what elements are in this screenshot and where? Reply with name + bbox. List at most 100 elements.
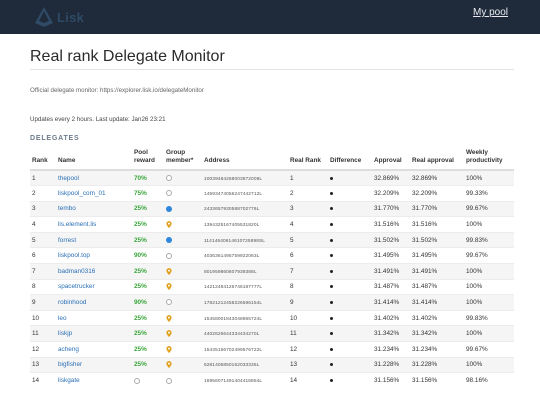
real-approval-cell: 31.487% [410, 278, 464, 295]
no-change-dot-icon [330, 285, 333, 289]
delegate-name-link-text[interactable]: badman0316 [58, 267, 96, 275]
weekly-productivity-cell-text: 100% [466, 299, 483, 307]
delegate-name-link-text[interactable]: liskjp [58, 330, 73, 338]
delegate-name-link-text[interactable]: liskgate [58, 377, 80, 385]
delegate-name-link[interactable]: tembo [56, 200, 132, 217]
address-cell: 14212484126746187777L [202, 278, 288, 295]
pool-reward-cell-text: 25% [134, 314, 147, 322]
group-member-cell [164, 169, 202, 186]
header-name[interactable]: Name [56, 149, 132, 171]
address-cell: 2433657930588702776L [202, 200, 288, 217]
delegate-name-link-text[interactable]: acheng [58, 345, 79, 353]
rank-cell-text: 3 [32, 205, 36, 213]
pool-reward-cell: 25% [132, 231, 164, 248]
delegate-name-link-text[interactable]: lis.element.lis [58, 221, 97, 229]
address-cell-text: 4402625644334434270L [204, 332, 260, 338]
delegate-name-link[interactable]: forrest [56, 231, 132, 248]
group-member-cell [164, 185, 202, 202]
real-approval-cell-text: 31.516% [412, 221, 438, 229]
real-rank-cell: 2 [288, 185, 328, 202]
pool-reward-cell: 25% [132, 356, 164, 373]
my-pool-link[interactable]: My pool [472, 7, 508, 18]
delegate-name-link-text[interactable]: forrest [58, 236, 77, 244]
approval-cell-text: 31.342% [374, 330, 400, 338]
pool-reward-cell-text: 25% [134, 236, 147, 244]
member-dot-icon [166, 236, 172, 243]
delegate-name-link[interactable]: liskgate [56, 372, 132, 389]
header-group-member[interactable]: Group member* [164, 149, 202, 171]
member-dot-icon [166, 205, 172, 212]
approval-cell: 31.770% [372, 200, 410, 217]
delegate-name-link-text[interactable]: liskpool_com_01 [58, 189, 106, 197]
group-member-cell [164, 216, 202, 233]
real-approval-cell: 31.495% [410, 247, 464, 264]
delegate-name-link-text[interactable]: thepool [58, 174, 79, 182]
rank-cell: 1 [30, 169, 56, 186]
pool-reward-cell: 90% [132, 247, 164, 264]
delegate-name-link-text[interactable]: spacetrucker [58, 283, 95, 291]
delegate-name-link[interactable]: leo [56, 309, 132, 326]
real-approval-cell: 31.402% [410, 309, 464, 326]
delegate-name-link-text[interactable]: leo [58, 314, 67, 322]
approval-cell: 31.234% [372, 341, 410, 358]
address-cell: 14593474056247442712L [202, 185, 288, 202]
group-member-cell [164, 294, 202, 311]
pool-reward-cell-text: 70% [134, 174, 147, 182]
header-difference[interactable]: Difference [328, 149, 372, 171]
delegate-name-link[interactable]: liskpool.top [56, 247, 132, 264]
weekly-productivity-cell: 99.83% [464, 309, 514, 326]
pool-reward-cell-text: 25% [134, 221, 147, 229]
delegate-name-link-text[interactable]: robinhood [58, 299, 87, 307]
section-heading-delegates: DELEGATES [30, 135, 80, 142]
pool-reward-cell-text: 90% [134, 299, 147, 307]
delegate-name-link[interactable]: spacetrucker [56, 278, 132, 295]
header-real-approval[interactable]: Real approval [410, 149, 464, 171]
delegate-name-link[interactable]: liskpool_com_01 [56, 185, 132, 202]
approval-cell: 31.487% [372, 278, 410, 295]
delegate-name-link[interactable]: acheng [56, 341, 132, 358]
real-rank-cell-text: 3 [290, 205, 294, 213]
no-change-dot-icon [330, 191, 333, 195]
delegates-table-body: 1 thepool 70% 10039484268003872009L 1 32.869%… [30, 169, 514, 389]
real-rank-cell-text: 6 [290, 252, 294, 260]
real-approval-cell: 31.234% [410, 341, 464, 358]
address-cell-text: 801959860607939388L [204, 269, 257, 275]
header-rank[interactable]: Rank [30, 149, 56, 171]
rank-cell-text: 2 [32, 189, 36, 197]
delegate-name-link[interactable]: thepool [56, 169, 132, 186]
delegate-name-link[interactable]: badman0316 [56, 263, 132, 280]
header-weekly-productivity[interactable]: Weekly productivity [464, 149, 514, 171]
difference-cell [328, 294, 372, 311]
real-rank-cell-text: 7 [290, 267, 294, 275]
delegate-name-link-text[interactable]: tembo [58, 205, 76, 213]
rank-cell: 10 [30, 309, 56, 326]
difference-cell [328, 216, 372, 233]
delegate-name-link[interactable]: robinhood [56, 294, 132, 311]
delegate-name-link[interactable]: liskjp [56, 325, 132, 342]
delegate-name-link-text[interactable]: liskpool.top [58, 252, 90, 260]
approval-cell-text: 31.156% [374, 377, 400, 385]
real-approval-cell-text: 31.234% [412, 345, 438, 353]
real-rank-cell: 11 [288, 325, 328, 342]
address-cell: 1394325167405531820L [202, 216, 288, 233]
header-approval[interactable]: Approval [372, 149, 410, 171]
location-pin-icon [166, 267, 172, 275]
approval-cell: 32.209% [372, 185, 410, 202]
real-rank-cell: 12 [288, 341, 328, 358]
address-cell-text: 2433657930588702776L [204, 207, 260, 213]
header-real-rank[interactable]: Real Rank [288, 149, 328, 171]
empty-circle-icon [166, 252, 172, 259]
no-change-dot-icon [330, 363, 333, 367]
rank-cell-text: 4 [32, 221, 36, 229]
header-pool-reward[interactable]: Pool reward [132, 149, 164, 171]
delegate-name-link[interactable]: bigfisher [56, 356, 132, 373]
lisk-logo[interactable]: Lisk [34, 5, 94, 29]
delegate-name-link[interactable]: lis.element.lis [56, 216, 132, 233]
real-approval-cell: 31.342% [410, 325, 464, 342]
rank-cell: 5 [30, 231, 56, 248]
address-cell-text: 6281405850162033335L [204, 363, 260, 369]
address-cell: 15435156702499576722L [202, 341, 288, 358]
real-rank-cell-text: 13 [290, 361, 298, 369]
header-address[interactable]: Address [202, 149, 288, 171]
delegate-name-link-text[interactable]: bigfisher [58, 361, 83, 369]
